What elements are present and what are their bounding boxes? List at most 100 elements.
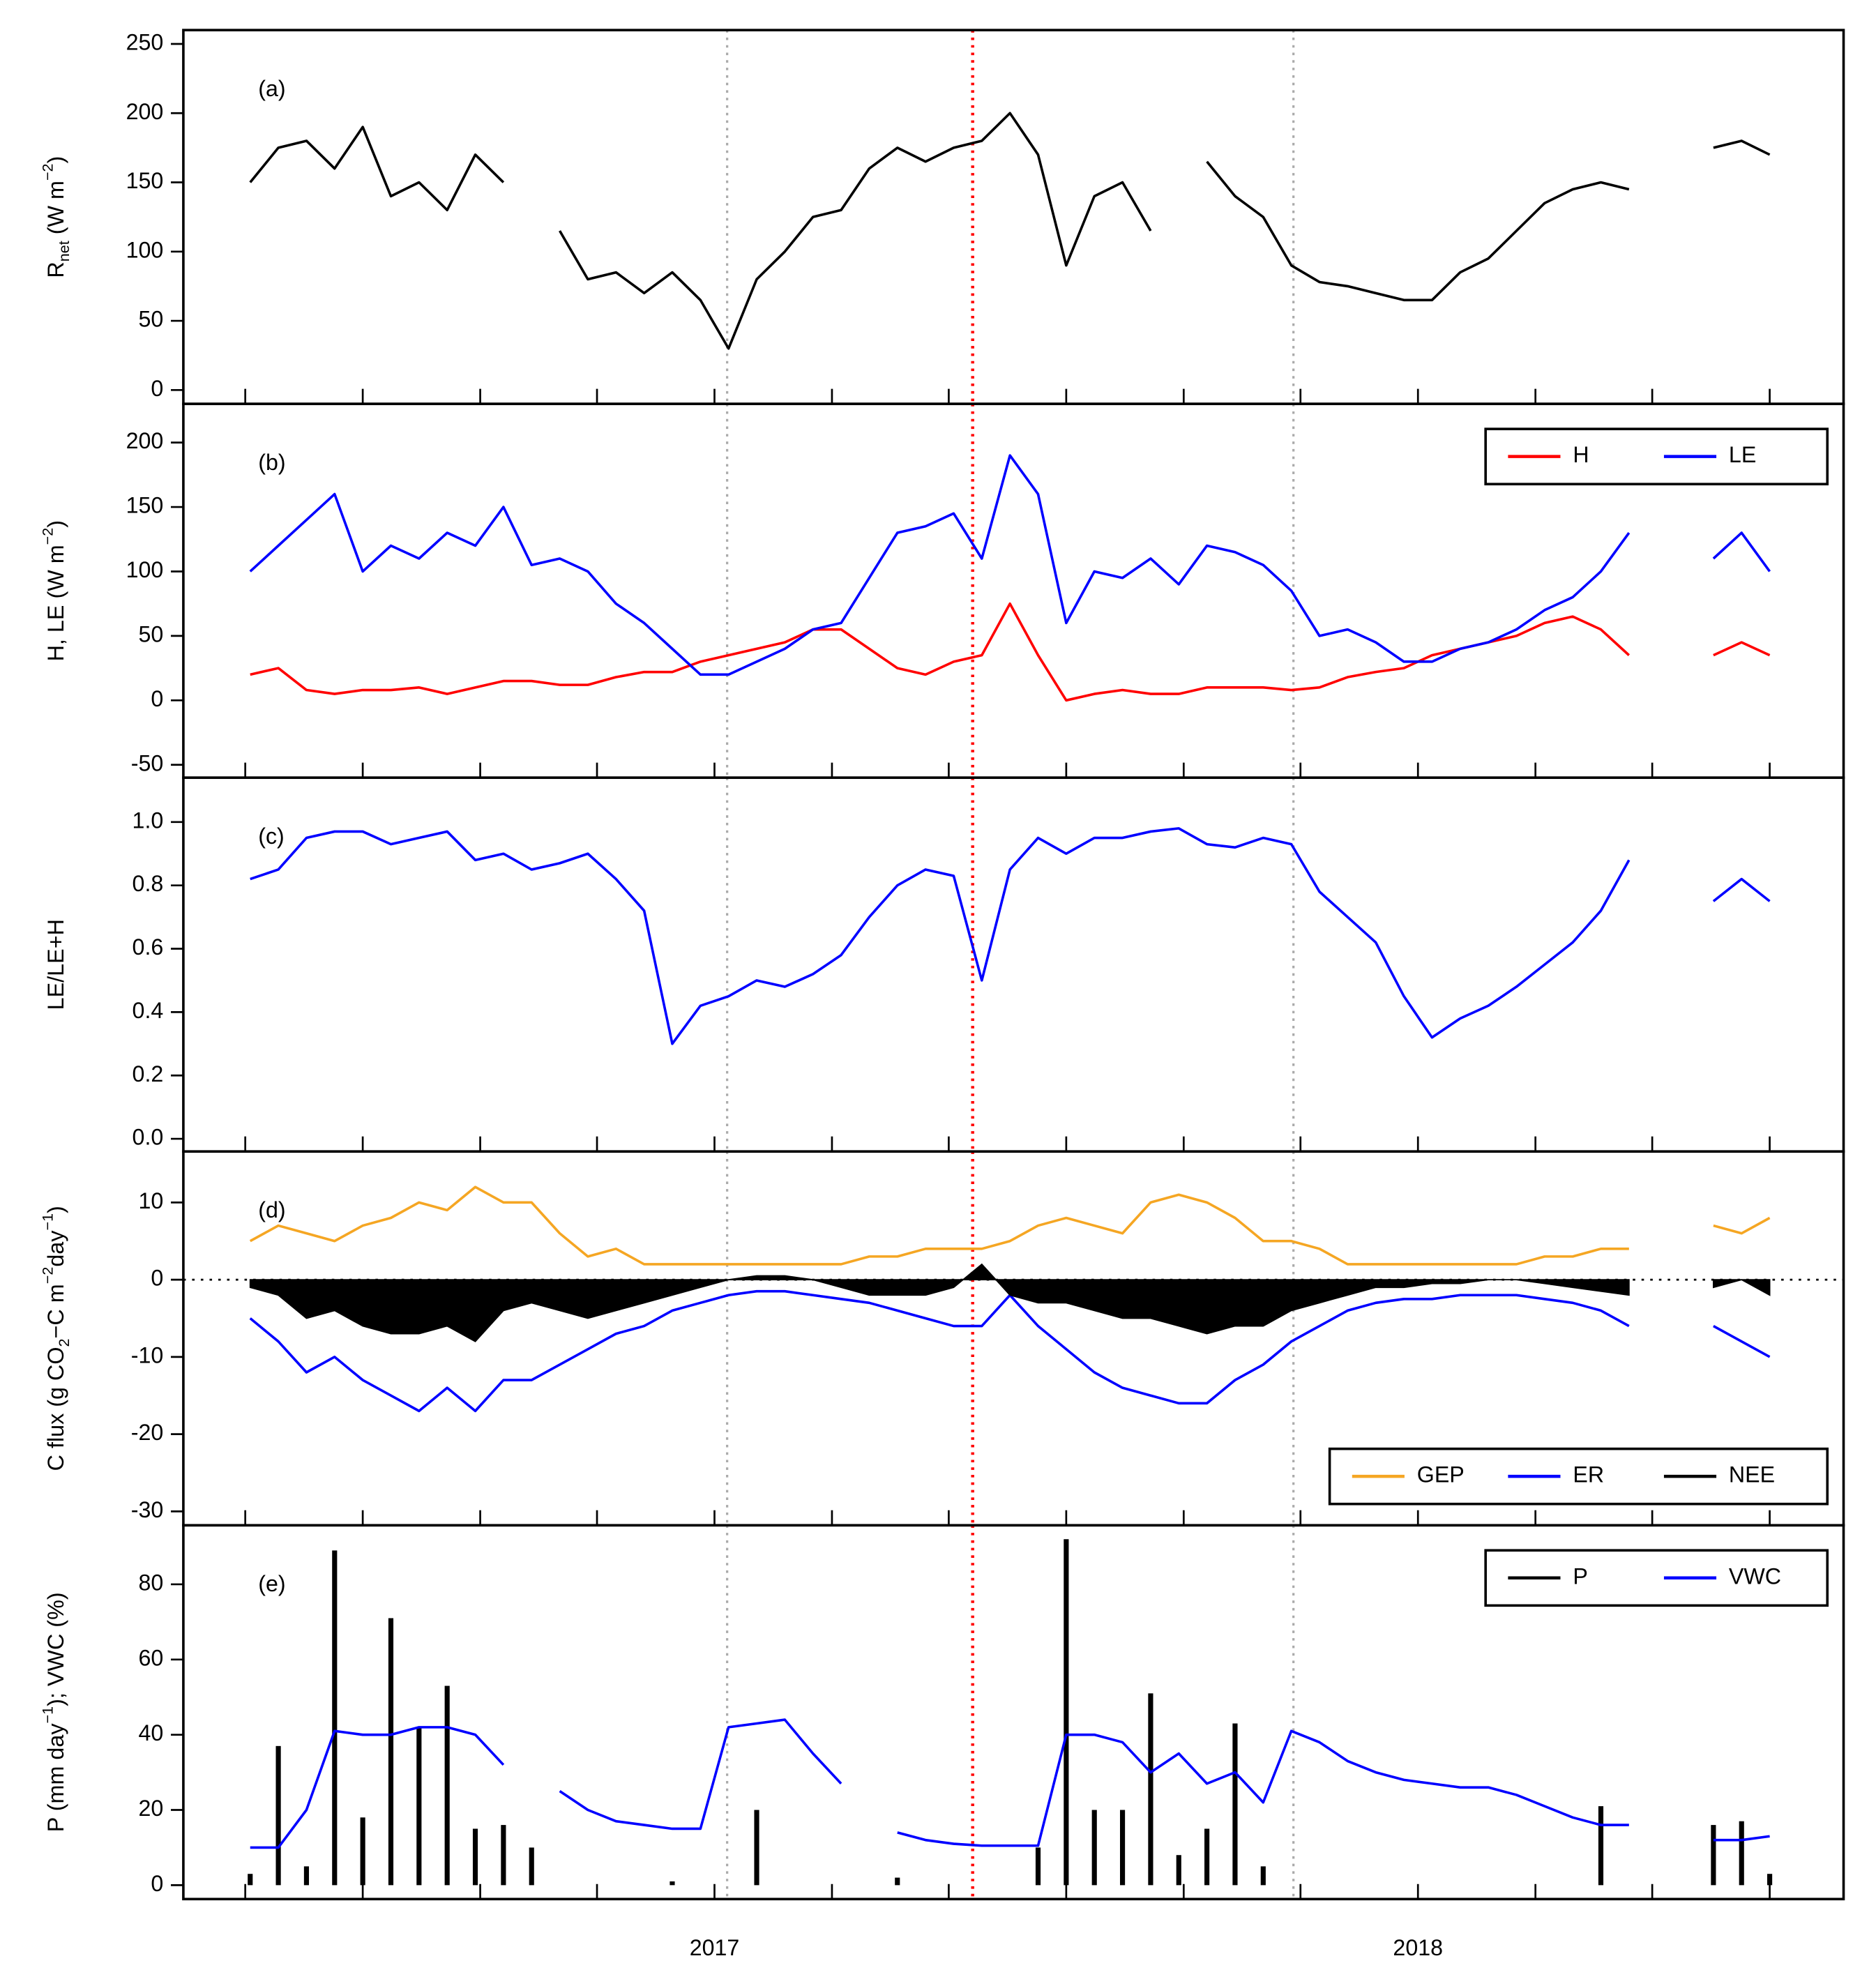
bar	[1711, 1825, 1716, 1886]
y-axis-label-part: LE/LE+H	[43, 919, 68, 1010]
line	[249, 112, 1771, 350]
area	[249, 1263, 1771, 1342]
bar	[1204, 1828, 1210, 1886]
y-tick-label: -10	[131, 1342, 164, 1367]
bar	[1148, 1693, 1153, 1886]
panel-frame	[182, 1524, 1845, 1901]
legend-label: P	[1573, 1563, 1587, 1589]
y-axis-label-part: )	[43, 520, 68, 528]
y-axis-label-part: ); VWC (%)	[43, 1592, 68, 1706]
y-tick-label: 1.0	[133, 808, 164, 833]
y-axis-label: C flux (g CO2−C m−2day−1)	[39, 1206, 72, 1471]
y-tick-label: 40	[139, 1720, 164, 1745]
y-axis-label-part: −2	[39, 163, 56, 181]
y-axis-label-part: −1	[39, 1213, 56, 1231]
bar	[388, 1618, 394, 1886]
panel-label: (e)	[258, 1571, 285, 1596]
y-axis-label-part: P (mm day	[43, 1723, 68, 1833]
y-axis-label-part: −1	[39, 1706, 56, 1724]
bar	[670, 1881, 675, 1886]
y-axis-label-part: H, LE (W m	[43, 545, 68, 661]
line	[250, 1718, 1770, 1849]
y-axis-label-part: C flux (g CO	[43, 1347, 68, 1471]
bar	[1232, 1723, 1238, 1886]
bar	[332, 1550, 338, 1886]
bar	[416, 1727, 422, 1886]
bar	[501, 1825, 506, 1886]
y-axis-label-part: 2	[56, 1338, 73, 1347]
bar	[444, 1685, 450, 1886]
y-tick-label: 20	[139, 1796, 164, 1821]
y-tick-label: 0.2	[133, 1061, 164, 1086]
y-axis-label-part: )	[43, 156, 68, 164]
panel-label: (d)	[258, 1197, 285, 1222]
y-tick-label: 0	[151, 1871, 163, 1896]
bar	[895, 1877, 900, 1886]
y-tick-label: 200	[126, 428, 164, 453]
y-tick-label: 100	[126, 237, 164, 262]
y-axis-label-part: −C m	[43, 1284, 68, 1338]
y-axis-label-part: −2	[39, 528, 56, 545]
panel-frame	[182, 29, 1845, 405]
legend-box	[1328, 1447, 1829, 1506]
y-tick-label: 100	[126, 557, 164, 582]
panel-label: (a)	[258, 76, 285, 101]
legend-label: LE	[1729, 442, 1756, 467]
bar	[1598, 1806, 1604, 1886]
y-axis-label-part: R	[43, 262, 68, 278]
line	[249, 1289, 1771, 1413]
bar	[1091, 1810, 1097, 1886]
y-tick-label: 10	[139, 1188, 164, 1213]
bar	[1260, 1866, 1266, 1886]
bar	[1767, 1874, 1773, 1886]
y-axis-label: P (mm day−1); VWC (%)	[39, 1592, 68, 1832]
y-axis-label: H, LE (W m−2)	[39, 520, 68, 661]
legend-label: H	[1573, 442, 1589, 467]
y-tick-label: 0.0	[133, 1125, 164, 1150]
panel-label: (b)	[258, 450, 285, 475]
y-tick-label: 250	[126, 29, 164, 54]
y-axis-label-part: net	[56, 241, 73, 262]
y-tick-label: 0	[151, 1266, 163, 1291]
y-tick-label: 50	[139, 307, 164, 332]
line	[250, 827, 1771, 1045]
y-tick-label: 0	[151, 686, 163, 711]
bar	[472, 1828, 478, 1886]
y-tick-label: 200	[126, 99, 164, 124]
bar	[754, 1810, 759, 1886]
bar	[529, 1847, 534, 1886]
bar	[275, 1745, 281, 1886]
line	[249, 454, 1771, 676]
bar	[248, 1874, 253, 1886]
y-axis-label: LE/LE+H	[43, 919, 68, 1010]
y-tick-label: -20	[131, 1420, 164, 1445]
bar	[1035, 1847, 1041, 1886]
bar	[1064, 1539, 1069, 1886]
y-tick-label: 150	[126, 168, 164, 193]
y-tick-label: 0	[151, 376, 163, 401]
bar	[303, 1866, 310, 1886]
y-tick-label: 150	[126, 493, 164, 518]
y-axis-label-part: −2	[39, 1267, 56, 1284]
legend-label: ER	[1573, 1462, 1604, 1487]
y-axis-label-part: (W m	[43, 181, 68, 241]
legend-label: NEE	[1729, 1462, 1775, 1487]
bar	[1119, 1810, 1126, 1886]
bar	[360, 1817, 365, 1886]
y-tick-label: -30	[131, 1497, 164, 1522]
y-axis-label: Rnet (W m−2)	[39, 156, 72, 278]
y-tick-label: 80	[139, 1570, 164, 1595]
line	[249, 1185, 1771, 1266]
y-axis-label-part: day	[43, 1230, 68, 1267]
x-tick-label: 2018	[1393, 1935, 1443, 1960]
x-tick-label: 2017	[690, 1935, 740, 1960]
y-tick-label: 60	[139, 1645, 164, 1670]
y-axis-label-part: )	[43, 1206, 68, 1213]
legend-label: VWC	[1729, 1563, 1781, 1589]
bar	[1176, 1855, 1181, 1886]
bar	[1739, 1821, 1744, 1886]
panel-label: (c)	[258, 824, 285, 849]
y-tick-label: 0.8	[133, 871, 164, 896]
